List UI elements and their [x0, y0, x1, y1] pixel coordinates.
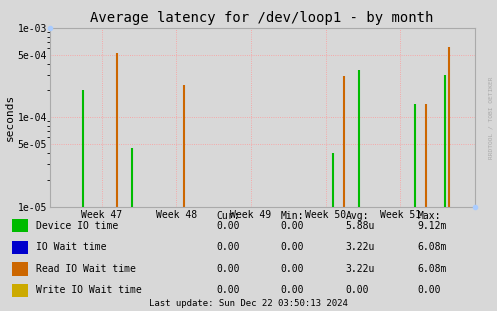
Text: Cur:: Cur: [216, 211, 240, 221]
Text: 3.22u: 3.22u [345, 264, 375, 274]
Text: 0.00: 0.00 [281, 285, 304, 295]
Text: 0.00: 0.00 [216, 285, 240, 295]
Text: 6.08m: 6.08m [417, 264, 447, 274]
Bar [12, 284, 28, 297]
Text: Avg:: Avg: [345, 211, 369, 221]
Text: IO Wait time: IO Wait time [36, 242, 106, 252]
Text: RRDTOOL / TOBI OETIKER: RRDTOOL / TOBI OETIKER [489, 77, 494, 160]
Y-axis label: seconds: seconds [5, 94, 15, 141]
Bar [12, 262, 28, 276]
Text: 3.22u: 3.22u [345, 242, 375, 252]
Text: 0.00: 0.00 [216, 264, 240, 274]
Text: 0.00: 0.00 [417, 285, 441, 295]
Text: Min:: Min: [281, 211, 304, 221]
Text: Max:: Max: [417, 211, 441, 221]
Title: Average latency for /dev/loop1 - by month: Average latency for /dev/loop1 - by mont… [90, 12, 434, 26]
Text: 6.08m: 6.08m [417, 242, 447, 252]
Bar [12, 219, 28, 233]
Text: Write IO Wait time: Write IO Wait time [36, 285, 142, 295]
Text: 0.00: 0.00 [281, 221, 304, 231]
Text: 0.00: 0.00 [281, 242, 304, 252]
Text: 5.88u: 5.88u [345, 221, 375, 231]
Text: 0.00: 0.00 [216, 221, 240, 231]
Text: 0.00: 0.00 [216, 242, 240, 252]
Text: 0.00: 0.00 [345, 285, 369, 295]
Text: Read IO Wait time: Read IO Wait time [36, 264, 136, 274]
Text: Device IO time: Device IO time [36, 221, 118, 231]
Bar [12, 241, 28, 254]
Text: 0.00: 0.00 [281, 264, 304, 274]
Text: 9.12m: 9.12m [417, 221, 447, 231]
Text: Last update: Sun Dec 22 03:50:13 2024: Last update: Sun Dec 22 03:50:13 2024 [149, 299, 348, 308]
